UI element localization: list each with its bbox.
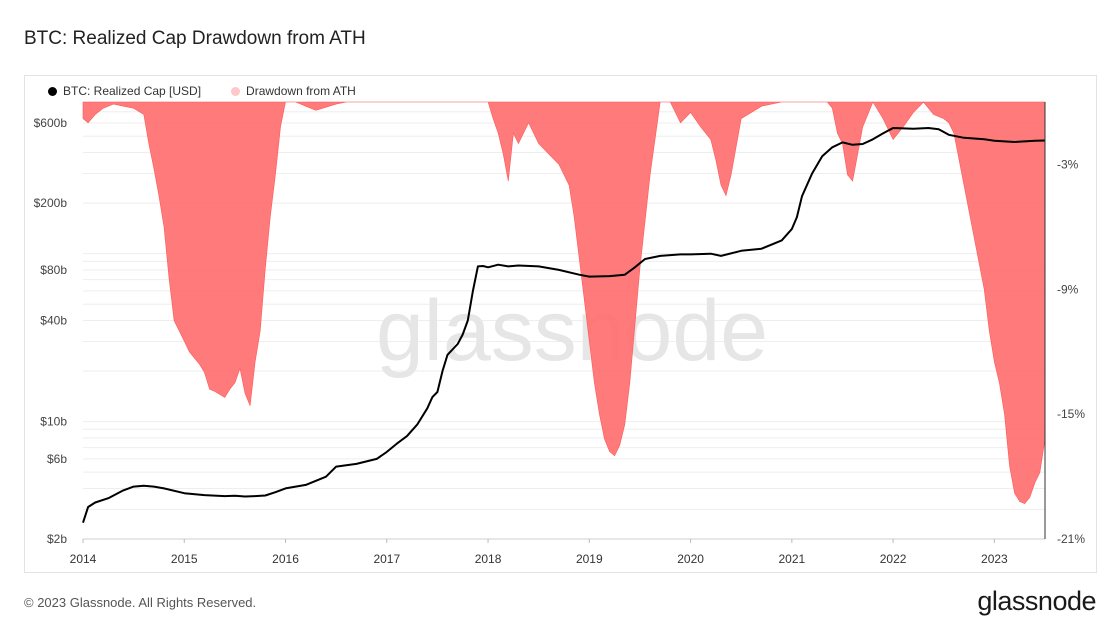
legend-dot-drawdown <box>231 86 241 96</box>
drawdown-area <box>82 101 1046 504</box>
copyright-text: © 2023 Glassnode. All Rights Reserved. <box>24 595 257 610</box>
y-left-tick-label: $600b <box>34 116 68 130</box>
x-tick-label: 2020 <box>677 552 704 566</box>
y-right-tick-label: -15% <box>1057 407 1085 421</box>
x-tick-label: 2023 <box>981 552 1008 566</box>
y-left-tick-label: $80b <box>40 263 67 277</box>
x-tick-label: 2015 <box>171 552 198 566</box>
x-tick-label: 2017 <box>373 552 400 566</box>
y-left-tick-label: $10b <box>40 415 67 429</box>
x-tick-label: 2016 <box>272 552 299 566</box>
y-right-tick-label: -9% <box>1057 282 1079 296</box>
x-tick-label: 2014 <box>70 552 97 566</box>
realized-cap-line <box>82 127 1046 524</box>
x-tick-label: 2021 <box>778 552 805 566</box>
y-right-tick-label: -21% <box>1057 532 1085 546</box>
brand-logo: glassnode <box>977 586 1096 616</box>
y-left-tick-label: $2b <box>47 532 67 546</box>
chart-frame <box>24 75 1097 573</box>
y-right-tick-label: -3% <box>1057 157 1079 171</box>
legend: BTC: Realized Cap [USD] Drawdown from AT… <box>48 84 356 98</box>
x-tick-label: 2019 <box>576 552 603 566</box>
watermark-text: glassnode <box>376 283 768 379</box>
x-tick-label: 2022 <box>880 552 907 566</box>
legend-dot-realized-cap <box>48 86 57 96</box>
y-left-tick-label: $200b <box>34 196 68 210</box>
legend-label-realized-cap[interactable]: BTC: Realized Cap [USD] <box>63 84 202 98</box>
chart-title: BTC: Realized Cap Drawdown from ATH <box>24 28 366 49</box>
legend-label-drawdown[interactable]: Drawdown from ATH <box>246 84 356 98</box>
x-tick-label: 2018 <box>475 552 502 566</box>
y-left-tick-label: $6b <box>47 452 67 466</box>
y-left-tick-label: $40b <box>40 314 67 328</box>
